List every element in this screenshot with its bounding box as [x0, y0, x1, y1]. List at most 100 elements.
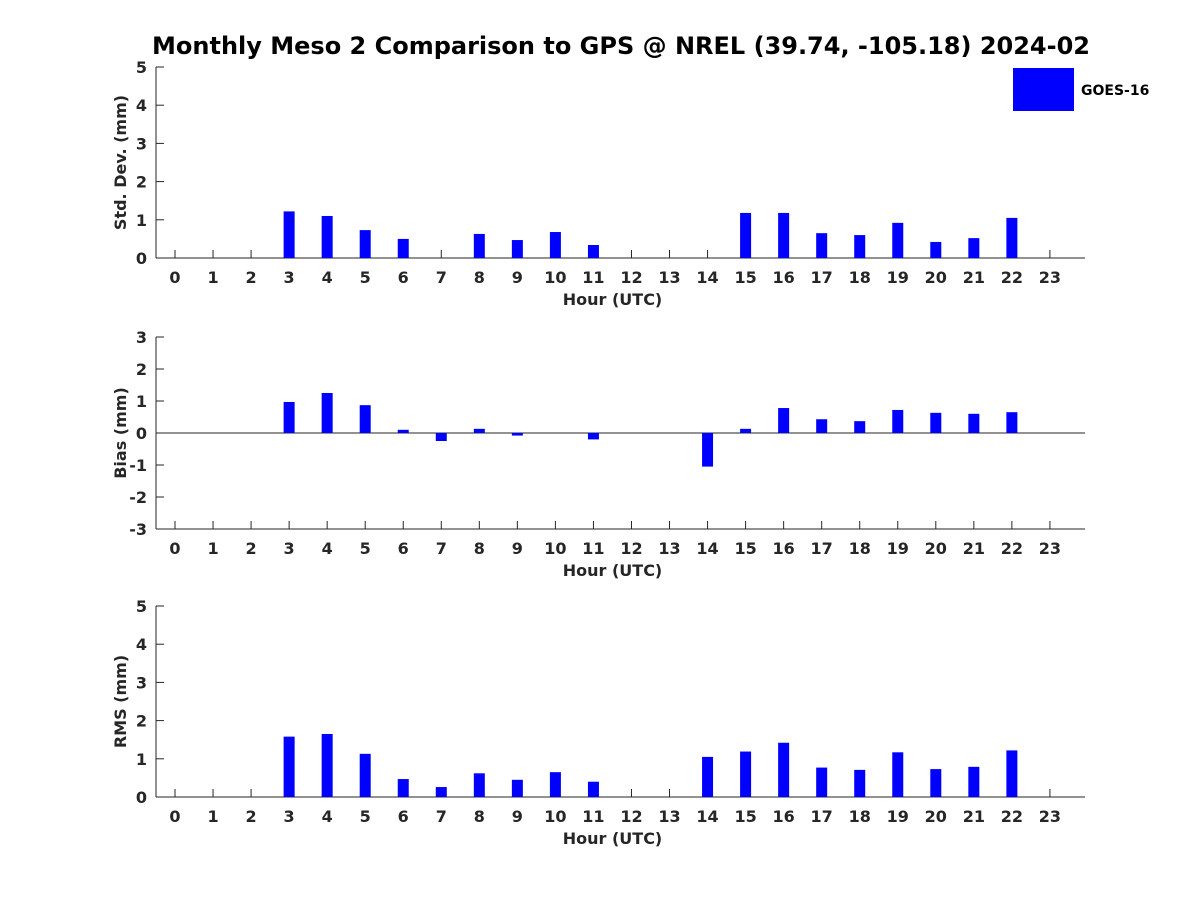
- std-dev-x-tick-label: 18: [849, 268, 871, 287]
- std-dev-bar-hour-15: [740, 212, 752, 258]
- std-dev-bar-hour-22: [1006, 217, 1018, 258]
- bias-bar-hour-6: [397, 429, 409, 433]
- bias-bar-hour-19: [892, 409, 904, 433]
- std-dev-x-tick-label: 12: [620, 268, 642, 287]
- std-dev-y-tick-label: 0: [136, 249, 147, 268]
- rms-y-tick-label: 2: [136, 712, 147, 731]
- bias-x-tick-label: 4: [322, 539, 333, 558]
- rms-x-tick-label: 21: [963, 807, 985, 826]
- bias-y-tick-label: -3: [129, 520, 147, 539]
- std-dev-x-tick-label: 13: [658, 268, 680, 287]
- rms-bar-hour-22: [1006, 750, 1018, 797]
- bias-x-tick-label: 20: [925, 539, 947, 558]
- std-dev-y-tick-label: 1: [136, 211, 147, 230]
- rms-x-tick-label: 23: [1039, 807, 1061, 826]
- bias-x-tick-label: 16: [773, 539, 795, 558]
- rms-bar-hour-3: [283, 736, 295, 797]
- rms-x-tick-label: 1: [207, 807, 218, 826]
- bias-x-tick-label: 10: [544, 539, 566, 558]
- bias-bar-hour-21: [968, 413, 980, 433]
- bias-bar-hour-7: [435, 433, 447, 441]
- rms-y-axis-label: RMS (mm): [111, 655, 130, 748]
- std-dev-x-tick-label: 3: [284, 268, 295, 287]
- std-dev-bar-hour-11: [587, 245, 599, 258]
- rms-y-tick-label: 4: [136, 635, 147, 654]
- rms-bar-hour-5: [359, 753, 371, 797]
- rms-x-tick-label: 8: [474, 807, 485, 826]
- bias-bar-hour-11: [587, 433, 599, 440]
- rms-bar-hour-19: [892, 752, 904, 797]
- std-dev-y-tick-label: 2: [136, 173, 147, 192]
- std-dev-x-tick-label: 5: [360, 268, 371, 287]
- bias-x-tick-label: 13: [658, 539, 680, 558]
- std-dev-bar-hour-10: [549, 232, 561, 258]
- std-dev-x-tick-label: 4: [322, 268, 333, 287]
- bias-bar-hour-4: [321, 393, 333, 433]
- std-dev-x-tick-label: 7: [436, 268, 447, 287]
- rms-bar-hour-7: [435, 787, 447, 797]
- std-dev-bar-hour-19: [892, 222, 904, 258]
- bias-bar-hour-18: [854, 421, 866, 433]
- chart-title: Monthly Meso 2 Comparison to GPS @ NREL …: [152, 32, 1090, 60]
- std-dev-x-tick-label: 10: [544, 268, 566, 287]
- rms-bar-hour-9: [511, 779, 523, 797]
- legend-label: GOES-16: [1081, 83, 1149, 99]
- bias-y-axis-label: Bias (mm): [111, 387, 130, 479]
- rms-x-tick-label: 7: [436, 807, 447, 826]
- rms-x-tick-label: 22: [1001, 807, 1023, 826]
- rms-bar-hour-21: [968, 766, 980, 797]
- std-dev-x-tick-label: 11: [582, 268, 604, 287]
- rms-x-tick-label: 17: [811, 807, 833, 826]
- bias-bar-hour-9: [511, 433, 523, 436]
- bias-x-tick-label: 3: [284, 539, 295, 558]
- rms-x-tick-label: 6: [398, 807, 409, 826]
- rms-bar-hour-18: [854, 769, 866, 797]
- std-dev-x-tick-label: 2: [246, 268, 257, 287]
- std-dev-bar-hour-17: [816, 233, 828, 258]
- bias-x-tick-label: 14: [696, 539, 718, 558]
- bias-x-tick-label: 11: [582, 539, 604, 558]
- std-dev-x-tick-label: 17: [811, 268, 833, 287]
- std-dev-bar-hour-20: [930, 241, 942, 258]
- std-dev-x-tick-label: 16: [773, 268, 795, 287]
- rms-x-tick-label: 3: [284, 807, 295, 826]
- bias-bar-hour-16: [778, 408, 790, 433]
- std-dev-bar-hour-8: [473, 233, 485, 258]
- rms-y-tick-label: 1: [136, 750, 147, 769]
- rms-x-tick-label: 19: [887, 807, 909, 826]
- bias-x-tick-label: 18: [849, 539, 871, 558]
- rms-x-tick-label: 12: [620, 807, 642, 826]
- rms-x-tick-label: 9: [512, 807, 523, 826]
- rms-y-tick-label: 3: [136, 673, 147, 692]
- rms-bar-hour-11: [587, 781, 599, 797]
- rms-x-tick-label: 5: [360, 807, 371, 826]
- bias-x-tick-label: 5: [360, 539, 371, 558]
- std-dev-x-tick-label: 0: [169, 268, 180, 287]
- std-dev-x-tick-label: 20: [925, 268, 947, 287]
- rms-x-tick-label: 11: [582, 807, 604, 826]
- bias-y-tick-label: -1: [129, 456, 147, 475]
- std-dev-x-tick-label: 19: [887, 268, 909, 287]
- bias-x-tick-label: 9: [512, 539, 523, 558]
- std-dev-x-tick-label: 9: [512, 268, 523, 287]
- std-dev-bar-hour-3: [283, 211, 295, 258]
- std-dev-x-tick-label: 8: [474, 268, 485, 287]
- rms-bar-hour-16: [778, 742, 790, 797]
- rms-bar-hour-14: [702, 756, 714, 797]
- bias-bar-hour-8: [473, 428, 485, 433]
- rms-y-tick-label: 5: [136, 597, 147, 616]
- std-dev-x-tick-label: 14: [696, 268, 718, 287]
- legend-swatch: [1013, 68, 1074, 111]
- bias-y-tick-label: 0: [136, 424, 147, 443]
- rms-x-tick-label: 18: [849, 807, 871, 826]
- rms-y-tick-label: 0: [136, 788, 147, 807]
- std-dev-bar-hour-21: [968, 238, 980, 258]
- rms-x-tick-label: 13: [658, 807, 680, 826]
- std-dev-y-tick-label: 4: [136, 96, 147, 115]
- bias-y-tick-label: 1: [136, 392, 147, 411]
- rms-bar-hour-8: [473, 773, 485, 797]
- bias-bar-hour-17: [816, 419, 828, 433]
- std-dev-bar-hour-4: [321, 215, 333, 258]
